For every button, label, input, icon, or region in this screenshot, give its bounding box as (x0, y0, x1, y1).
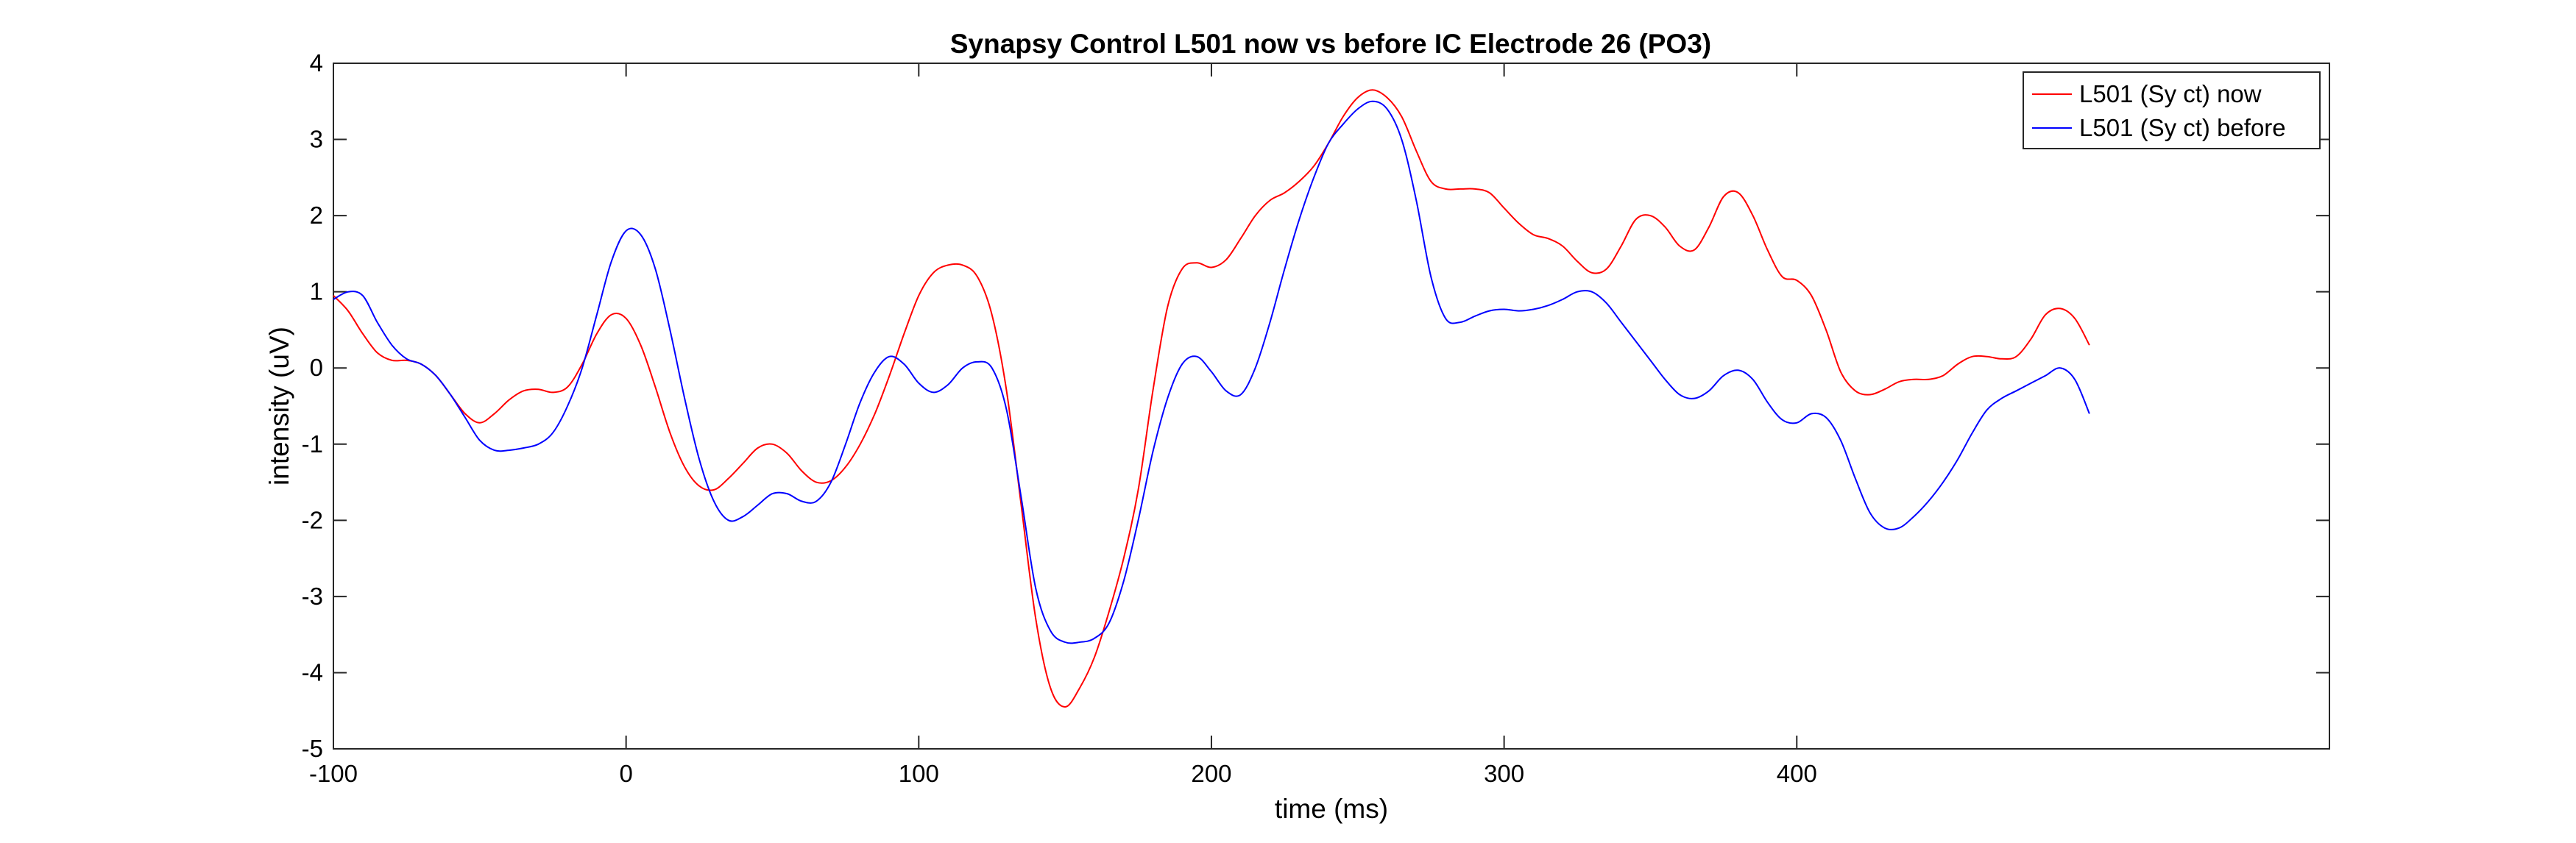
y-tick-label: 3 (310, 126, 323, 153)
legend-entry-0: L501 (Sy ct) now (2079, 80, 2262, 107)
x-tick-label: 200 (1191, 760, 1231, 787)
series-line-1 (333, 100, 2090, 644)
legend-entry-1: L501 (Sy ct) before (2079, 114, 2286, 141)
x-tick-label: 400 (1777, 760, 1817, 787)
y-tick-label: 2 (310, 202, 323, 229)
y-tick-label: -1 (302, 430, 323, 458)
y-tick-label: -4 (302, 658, 323, 686)
plot-frame (333, 63, 2330, 750)
x-tick-label: -100 (309, 760, 358, 787)
y-axis-label: intensity (uV) (264, 327, 294, 485)
series-line-0 (333, 89, 2090, 708)
y-tick-label: 1 (310, 278, 323, 305)
x-tick-label: 0 (619, 760, 632, 787)
x-tick-label: 100 (899, 760, 939, 787)
series-layer (333, 89, 2090, 708)
legend: L501 (Sy ct) now L501 (Sy ct) before (2023, 71, 2321, 149)
y-tick-label: -3 (302, 583, 323, 610)
y-tick-label: 4 (310, 49, 323, 77)
chart-title: Synapsy Control L501 now vs before IC El… (950, 29, 1711, 59)
y-tick-label: 0 (310, 354, 323, 381)
x-axis-label: time (ms) (1275, 794, 1388, 824)
y-axis: -5 -4 -3 -2 -1 0 1 2 3 4 (302, 49, 2329, 762)
x-axis: -100 0 100 200 300 400 (309, 63, 1817, 787)
y-tick-label: -2 (302, 506, 323, 533)
x-tick-label: 300 (1484, 760, 1524, 787)
y-tick-label: -5 (302, 735, 323, 762)
legend-box (2023, 71, 2321, 149)
